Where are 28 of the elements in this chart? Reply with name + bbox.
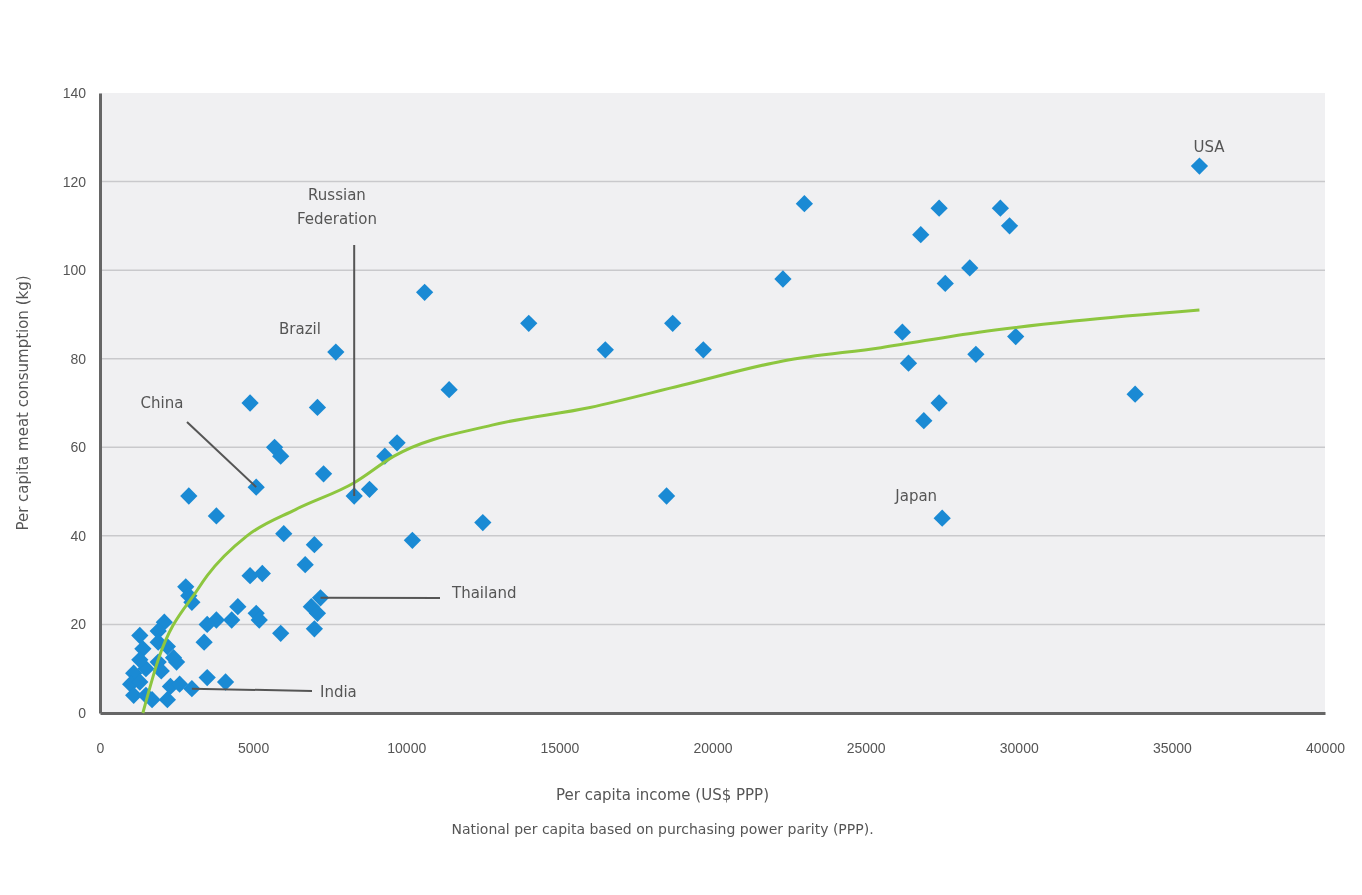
annotation: USA	[1193, 138, 1226, 157]
text: National per capita based on purchasing power parity (PPP).	[451, 821, 874, 837]
y-axis-title: Per capita meat consumption (kg)	[14, 275, 32, 531]
y-tick-label: 40	[70, 527, 87, 544]
y-tick-label: 140	[62, 84, 87, 101]
x-tick-label: 35000	[1152, 739, 1193, 756]
x-tick-label: 30000	[999, 739, 1039, 756]
y-tick-label: 120	[62, 173, 87, 190]
x-tick-label: 5000	[238, 739, 270, 756]
annotation: Thailand	[451, 584, 517, 602]
y-tick-label: 20	[70, 616, 87, 633]
annotation: Brazil	[279, 320, 321, 338]
y-tick-label: 60	[70, 439, 87, 456]
x-axis-title: Per capita income (US$ PPP)	[555, 786, 770, 804]
annotation: India	[320, 683, 357, 701]
x-tick-label: 0	[96, 739, 105, 756]
y-tick-label: 0	[78, 704, 87, 721]
x-tick-label: 25000	[846, 739, 886, 756]
x-tick-label: 40000	[1306, 739, 1346, 756]
line-series	[141, 308, 1201, 715]
x-tick-label: 20000	[693, 739, 733, 756]
y-tick-label: 100	[62, 262, 87, 279]
x-tick-label: 10000	[387, 739, 427, 756]
annotation: Russian Federation	[297, 186, 377, 228]
y-tick-label: 80	[70, 350, 87, 367]
x-tick-label: 15000	[540, 739, 580, 756]
annotation: Japan	[894, 487, 938, 506]
annotation: China	[140, 394, 184, 412]
